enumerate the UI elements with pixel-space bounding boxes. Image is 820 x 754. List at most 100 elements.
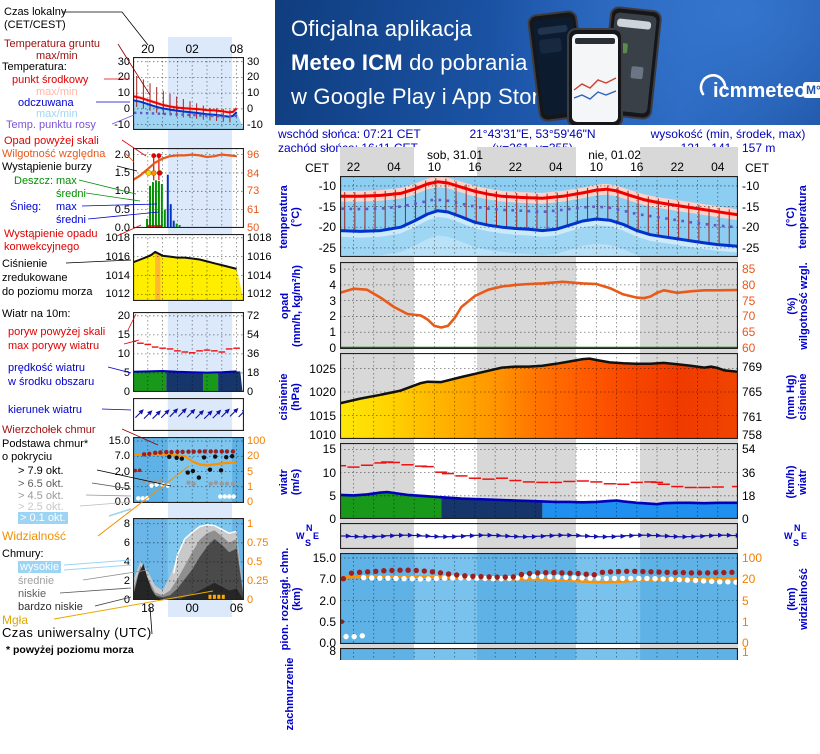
cet-left: CET (305, 161, 329, 175)
legend-deszcz: Deszcz: (14, 175, 54, 187)
legend-opad-skali: Opad powyżej skali (4, 135, 99, 147)
mtickR-61: 61 (247, 204, 260, 217)
legend-mgla: Mgła (2, 613, 29, 627)
tickR-758: 758 (742, 428, 763, 443)
legend-czas-lokalny: Czas lokalny (4, 6, 67, 18)
legend-wiatr10: Wiatr na 10m: (2, 308, 71, 320)
legend-deszcz-sredni: średni (56, 188, 86, 200)
mtickR-0.25: 0.25 (247, 574, 269, 587)
time-tick-8: 22 (670, 160, 684, 174)
legend-max-porywy: max porywy wiatru (8, 340, 100, 352)
tickR-60: 60 (742, 341, 756, 355)
tickL-5: 5 (329, 262, 336, 277)
mini-time-top-1: 02 (185, 42, 199, 56)
legend-footnote: * powyżej poziomu morza (6, 644, 134, 656)
tickL-2.0: 2.0 (319, 593, 336, 608)
legend-okt45: > 4.5 okt. (18, 490, 64, 502)
mini-time-bottom-1: 00 (185, 601, 199, 615)
tickL--25: -25 (318, 240, 336, 255)
mtickR-30: 30 (247, 55, 260, 68)
mtickR-1: 1 (247, 517, 254, 530)
mtickR-1014: 1014 (247, 269, 272, 282)
tickR--20: -20 (742, 220, 760, 235)
panel-wind-mini (133, 312, 244, 392)
tickL-0: 0 (329, 341, 336, 355)
mtickL-30: 30 (117, 55, 130, 68)
tickL-0.0: 0.0 (319, 636, 336, 650)
mtickL-2.0: 2.0 (114, 465, 130, 478)
tickR-36: 36 (742, 465, 756, 480)
panel-cloud-visibility-mini (133, 437, 244, 503)
mtickL-1.5: 1.5 (114, 166, 130, 179)
legend-deszcz-max: max (56, 175, 77, 187)
panel-pressure-mini (133, 234, 244, 301)
mtickR-18: 18 (247, 366, 260, 379)
axis-title-widz-right: (km) widzialność (786, 568, 810, 630)
banner-line2-rest: do pobrania (402, 50, 528, 75)
banner-line3: w Google Play i App Store (291, 84, 552, 109)
mtickL-1.0: 1.0 (114, 185, 130, 198)
tickR-75: 75 (742, 293, 756, 308)
mtickR-100: 100 (247, 435, 266, 447)
tickL-1015: 1015 (309, 408, 336, 423)
banner-line1: Oficjalna aplikacja (291, 16, 473, 41)
time-tick-6: 10 (589, 160, 603, 174)
legend-wierzcholek: Wierzchołek chmur (2, 424, 96, 436)
legend-zredukowane: zredukowane (2, 272, 68, 284)
tickR-65: 65 (742, 325, 756, 340)
panel-wind-direction-mini (133, 398, 244, 431)
day-label-1: nie, 01.02 (588, 148, 641, 162)
legend-niskie: niskie (18, 588, 47, 600)
legend-chmury: Chmury: (2, 548, 44, 560)
mtickR-0: 0 (247, 496, 254, 508)
legend-snieg: Śnieg: (10, 201, 42, 213)
app-promo-banner[interactable]: Oficjalna aplikacja Meteo ICM do pobrani… (275, 0, 820, 125)
legend-temperatura: Temperatura: (2, 61, 67, 73)
mtickR-73: 73 (247, 185, 260, 198)
tickR-85: 85 (742, 262, 756, 277)
mtickL-6: 6 (123, 536, 130, 549)
legend-snieg-sredni: średni (56, 214, 86, 226)
panel-wind-direction-main (340, 523, 738, 549)
mtickL-10: 10 (117, 87, 130, 100)
tickL-3: 3 (329, 293, 336, 308)
tickR-20: 20 (742, 572, 756, 587)
sunrise-text: wschód słońca: 07:21 CET (278, 127, 421, 141)
mtickR-72: 72 (247, 309, 260, 322)
time-tick-5: 04 (549, 160, 563, 174)
mtickL--10: -10 (114, 118, 130, 131)
mtickL-5: 5 (123, 366, 130, 379)
tickL-15.0: 15.0 (312, 551, 336, 565)
banner-line2: Meteo ICM do pobrania (291, 50, 528, 76)
logo-swoosh-icon (699, 74, 727, 96)
mtickL-20: 20 (117, 309, 130, 322)
mtickL-0.5: 0.5 (114, 203, 130, 216)
legend-odczuwana-maxmin: max/min (36, 108, 78, 120)
legend-podstawa: Podstawa chmur* (2, 438, 89, 450)
tickR-18: 18 (742, 488, 756, 503)
axis-title-zach-left: zachmurzenie (284, 657, 296, 731)
mtickR-1016: 1016 (247, 250, 272, 263)
mtickL-20: 20 (117, 71, 130, 84)
mtickR-0: 0 (247, 594, 254, 606)
phone-mockup-center (567, 28, 623, 125)
mini-time-bottom-2: 06 (229, 601, 244, 615)
logo-text: icmmeteo (713, 80, 807, 102)
tickL-0.5: 0.5 (319, 614, 336, 629)
tickL-2: 2 (329, 309, 336, 324)
altitude-label: wysokość (min, środek, max) (650, 127, 806, 141)
mtickR--10: -10 (247, 118, 263, 131)
legend-okt65: > 6.5 okt. (18, 478, 64, 490)
mtickR-54: 54 (247, 328, 260, 341)
tickR-761: 761 (742, 410, 763, 425)
mtickR-36: 36 (247, 347, 260, 360)
mtickL-2: 2 (123, 574, 130, 587)
panel-cloud-cover-mini (133, 518, 244, 600)
tickR-1: 1 (742, 614, 749, 629)
legend-o-pokryciu: o pokryciu (2, 451, 53, 463)
time-tick-9: 04 (711, 160, 725, 174)
legend-bardzo-niskie: bardzo niskie (18, 601, 83, 613)
legend-czas-utc: Czas uniwersalny (UTC) (2, 625, 152, 640)
banner-app-name: Meteo ICM (291, 50, 403, 75)
